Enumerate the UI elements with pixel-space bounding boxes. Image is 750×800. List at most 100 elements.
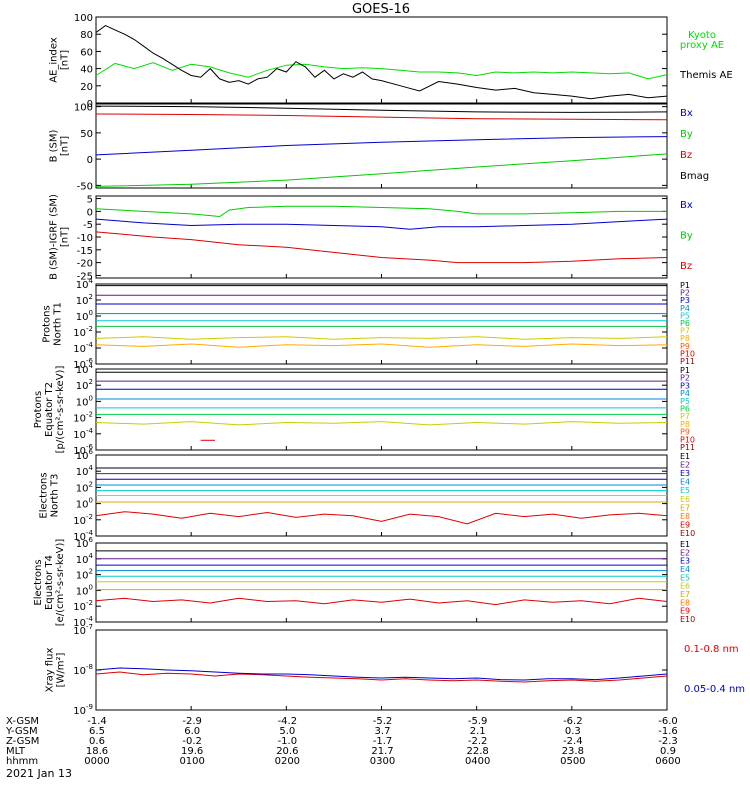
series-p8 [95, 343, 668, 348]
y-tick-label: 100 [74, 13, 93, 24]
legend-item: P8 [680, 334, 690, 343]
y-tick-label: 10-8 [73, 663, 93, 677]
legend-item: Themis AE [679, 70, 733, 81]
legend-item: P8 [680, 420, 690, 429]
y-tick-label: 10-9 [73, 703, 93, 717]
legend-item: Bx [680, 108, 693, 119]
legend-item: P5 [680, 311, 690, 320]
y-tick-label: 0 [87, 155, 93, 166]
legend-item: P4 [680, 304, 690, 313]
y-tick-label: 10-2 [73, 513, 93, 527]
legend-item: E7 [680, 503, 690, 512]
y-tick-label: 102 [76, 480, 93, 494]
x-axis-value: 5.0 [279, 726, 295, 737]
y-tick-label: 104 [76, 277, 94, 291]
x-axis-value: 0200 [275, 756, 300, 767]
y-tick-label: -25 [77, 271, 93, 282]
series-themis-ae [95, 25, 668, 100]
y-tick-label: 106 [76, 448, 94, 462]
legend-item: P5 [680, 397, 690, 406]
x-axis-value: 3.7 [375, 726, 391, 737]
y-tick-label: 100 [76, 583, 93, 597]
y-tick-label: 10-2 [73, 599, 93, 613]
y-axis-label: Xray flux [45, 648, 56, 693]
series-bz [95, 231, 668, 264]
x-axis-value: 6.5 [89, 726, 105, 737]
legend-item: E10 [680, 529, 695, 538]
x-axis-value: -2.3 [658, 736, 678, 747]
y-axis-label: Protons [42, 305, 53, 342]
legend-item: P9 [680, 428, 690, 437]
x-axis-row-label: Y-GSM [5, 726, 38, 737]
legend-item: E7 [680, 590, 690, 599]
legend-item: Bmag [680, 171, 709, 182]
series-bmag [95, 105, 668, 113]
x-axis-value: -2.9 [182, 716, 202, 727]
x-axis-value: -6.2 [563, 716, 583, 727]
x-axis-value: 0600 [655, 756, 680, 767]
legend-item: P1 [680, 366, 690, 375]
y-axis-label: Electrons [33, 559, 44, 605]
y-tick-label: 0 [87, 207, 93, 218]
x-axis-value: 6.0 [184, 726, 200, 737]
legend-item: E3 [680, 557, 690, 566]
y-axis-label: B (SM) [49, 129, 60, 162]
legend-item: P7 [680, 412, 690, 421]
legend-item: Bz [680, 150, 692, 161]
y-axis-label: Equator T4 [44, 555, 55, 610]
y-axis-label: [e/(cm²-s-sr-keV)] [55, 539, 66, 627]
y-axis-label: [W/m²] [56, 652, 67, 687]
y-tick-label: 100 [76, 394, 93, 408]
panel-frame [95, 16, 668, 104]
legend-item: By [680, 231, 693, 242]
legend-item: P7 [680, 327, 690, 336]
y-tick-label: 10-7 [73, 623, 93, 637]
x-axis-value: -1.6 [658, 726, 678, 737]
legend-item: E6 [680, 495, 690, 504]
legend-item: E6 [680, 582, 690, 591]
legend-item: P6 [680, 319, 690, 328]
y-axis-label: Electrons [39, 472, 50, 518]
y-tick-label: 104 [76, 362, 94, 376]
x-axis-row-label: Z-GSM [6, 736, 39, 747]
panel-bigrf: -25-20 -15 -10 -5 05 B (SM)-IGRF (SM) [nT] Bx By… [49, 194, 693, 282]
y-tick-label: -5 [83, 220, 93, 231]
x-axis-value: -1.0 [278, 736, 298, 747]
y-tick-label: 60 [80, 47, 93, 58]
legend-item: E5 [680, 486, 690, 495]
y-tick-label: 102 [76, 568, 93, 582]
x-axis-value: 0400 [465, 756, 490, 767]
y-tick-label: -50 [77, 181, 93, 192]
series-0-1-0-8-nm [95, 671, 668, 683]
y-tick-label: 10-2 [73, 411, 93, 425]
y-tick-label: 102 [76, 293, 93, 307]
x-axis-value: -0.2 [182, 736, 202, 747]
legend-item: P2 [680, 289, 690, 298]
y-tick-label: 80 [80, 30, 93, 41]
y-axis-label: North T3 [50, 474, 61, 518]
legend-item: P2 [680, 374, 690, 383]
y-axis-label: Equator T2 [44, 382, 55, 437]
x-axis-row-label: X-GSM [6, 716, 39, 727]
y-tick-label: 100 [74, 103, 93, 114]
series-bx [95, 218, 668, 230]
series-by [95, 153, 668, 187]
x-axis-value: -2.4 [563, 736, 583, 747]
y-axis-label: North T1 [53, 302, 64, 346]
legend-item: E9 [680, 607, 690, 616]
y-tick-label: 10-4 [73, 427, 93, 441]
series-e9 [95, 511, 668, 525]
y-tick-label: 10-4 [73, 341, 93, 355]
panel-frame [95, 542, 668, 623]
panel-bsm: -50 0 50 100 B (SM) [nT] Bx By Bz Bmag [49, 103, 710, 193]
y-tick-label: 104 [76, 464, 94, 478]
y-tick-label: 102 [76, 378, 93, 392]
x-axis-table: X-GSM -1.4 -2.9 -4.2 -5.2 -5.9 -6.2 -6.0 Y-GSM 6.… [5, 716, 681, 767]
legend-item: proxy AE [680, 40, 724, 51]
y-axis-label: B (SM)-IGRF (SM) [49, 194, 60, 280]
date-label: 2021 Jan 13 [6, 767, 72, 780]
x-axis-value: 2.1 [470, 726, 486, 737]
x-axis-value: -5.9 [468, 716, 488, 727]
